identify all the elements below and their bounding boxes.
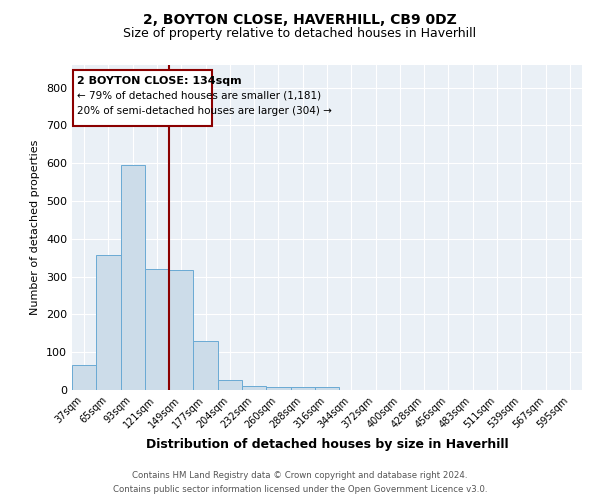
Bar xyxy=(145,269,169,390)
Bar xyxy=(72,366,96,390)
Bar xyxy=(315,388,339,390)
Text: ← 79% of detached houses are smaller (1,181): ← 79% of detached houses are smaller (1,… xyxy=(77,91,321,101)
Bar xyxy=(218,380,242,390)
Bar xyxy=(96,254,121,390)
Y-axis label: Number of detached properties: Number of detached properties xyxy=(31,140,40,315)
Text: Contains public sector information licensed under the Open Government Licence v3: Contains public sector information licen… xyxy=(113,484,487,494)
Text: 2 BOYTON CLOSE: 134sqm: 2 BOYTON CLOSE: 134sqm xyxy=(77,76,241,86)
Text: 20% of semi-detached houses are larger (304) →: 20% of semi-detached houses are larger (… xyxy=(77,106,332,116)
Bar xyxy=(121,165,145,390)
X-axis label: Distribution of detached houses by size in Haverhill: Distribution of detached houses by size … xyxy=(146,438,508,451)
Bar xyxy=(193,341,218,390)
Bar xyxy=(169,270,193,390)
Bar xyxy=(242,386,266,390)
Bar xyxy=(266,386,290,390)
FancyBboxPatch shape xyxy=(73,70,212,126)
Text: 2, BOYTON CLOSE, HAVERHILL, CB9 0DZ: 2, BOYTON CLOSE, HAVERHILL, CB9 0DZ xyxy=(143,12,457,26)
Bar xyxy=(290,386,315,390)
Text: Size of property relative to detached houses in Haverhill: Size of property relative to detached ho… xyxy=(124,28,476,40)
Text: Contains HM Land Registry data © Crown copyright and database right 2024.: Contains HM Land Registry data © Crown c… xyxy=(132,472,468,480)
